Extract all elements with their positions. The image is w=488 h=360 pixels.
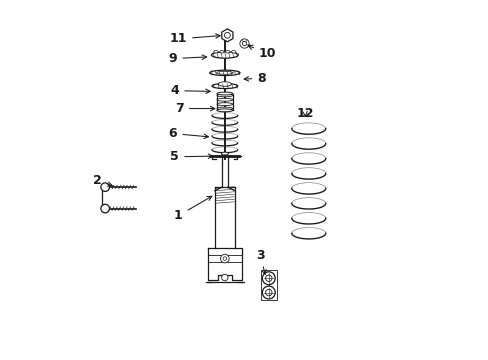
Text: 5: 5: [170, 150, 212, 163]
Circle shape: [262, 286, 275, 299]
Ellipse shape: [217, 109, 232, 112]
Circle shape: [101, 183, 109, 192]
Ellipse shape: [212, 84, 237, 89]
Ellipse shape: [221, 152, 228, 155]
Circle shape: [220, 254, 229, 263]
Text: 11: 11: [169, 32, 220, 45]
Ellipse shape: [217, 107, 232, 110]
Text: 1: 1: [174, 196, 211, 222]
Text: 7: 7: [175, 102, 214, 115]
Ellipse shape: [225, 50, 229, 53]
Ellipse shape: [218, 82, 231, 86]
Text: 12: 12: [296, 107, 313, 120]
Text: 9: 9: [168, 52, 206, 65]
Circle shape: [262, 272, 275, 285]
Ellipse shape: [231, 50, 235, 53]
Text: 6: 6: [168, 127, 208, 140]
Text: 2: 2: [93, 174, 112, 186]
Ellipse shape: [217, 92, 232, 95]
Ellipse shape: [209, 70, 240, 76]
Circle shape: [221, 274, 227, 281]
Ellipse shape: [217, 98, 232, 101]
Ellipse shape: [219, 50, 224, 53]
Text: 3: 3: [256, 248, 265, 274]
Ellipse shape: [213, 50, 218, 53]
Text: 4: 4: [170, 84, 210, 97]
Ellipse shape: [211, 52, 238, 58]
Ellipse shape: [217, 94, 232, 97]
Circle shape: [101, 204, 109, 213]
Text: 10: 10: [248, 45, 276, 60]
Ellipse shape: [217, 103, 232, 105]
Circle shape: [240, 39, 248, 48]
Polygon shape: [222, 29, 232, 42]
Text: 8: 8: [244, 72, 265, 85]
